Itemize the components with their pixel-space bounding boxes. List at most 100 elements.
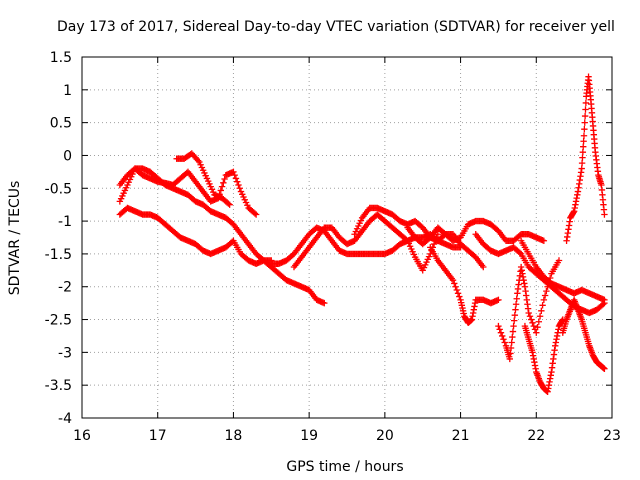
data-point [231,171,238,179]
data-point [581,126,588,133]
series-sat-d [116,204,275,267]
series-sat-a [116,165,260,218]
series-sat-h [404,217,548,248]
y-tick-label: 0.5 [50,116,72,132]
data-points [116,73,608,395]
data-point [544,283,551,290]
data-point [536,313,544,320]
data-point [495,296,502,304]
series-sat-l [521,316,566,395]
data-point [511,317,518,324]
data-point [578,159,586,167]
data-point [529,319,536,327]
data-point [220,179,227,187]
x-tick-label: 21 [452,428,470,444]
series-sat-f [290,211,442,274]
y-tick-label: 0 [63,148,72,164]
x-tick-label: 20 [376,428,394,444]
data-point [225,200,232,207]
data-point [540,237,548,244]
y-tick-label: -2 [58,280,72,296]
y-tick-label: -4 [58,411,72,427]
data-point [507,350,514,357]
data-point [235,181,242,189]
y-tick-label: -1 [58,214,72,230]
data-point [495,322,502,330]
data-point [581,112,589,120]
data-point [601,211,608,218]
data-point [525,309,532,317]
data-point [540,296,548,304]
y-tick-label: -3.5 [45,378,72,394]
data-point [579,154,586,161]
data-point [496,326,503,333]
series-sat-k [495,257,563,363]
data-point [543,287,550,295]
data-point [251,210,259,217]
data-point [512,301,520,308]
data-point [578,165,585,172]
series-sat-i [427,244,502,327]
data-point [555,257,563,264]
data-point [449,276,457,284]
y-tick-labels: -4 -3.5 -3 -2.5 -2 -1.5 -1 -0.5 0 0.5 1 1.5 [45,50,72,427]
data-point [509,333,516,341]
data-point [236,185,243,192]
data-point [538,307,545,314]
data-point [530,322,537,330]
data-point [510,322,517,330]
plot-frame [81,56,613,419]
axis-ticks [81,56,613,419]
y-tick-label: 1.5 [50,50,72,66]
data-point [539,302,546,309]
data-point [580,143,587,150]
y-tick-label: -0.5 [45,181,72,197]
data-point [252,211,260,218]
data-point [456,293,463,300]
data-point [451,280,458,287]
data-point [509,328,517,335]
data-point [507,344,515,352]
data-point [579,148,587,156]
x-tick-label: 22 [527,428,545,444]
data-point [601,296,608,304]
data-point [526,313,534,320]
series-sat-m [517,237,608,304]
data-point [512,306,519,313]
data-point [516,249,524,257]
data-point [234,178,241,185]
x-tick-label: 16 [73,428,91,444]
data-point [580,132,588,139]
y-tick-label: -3 [58,345,72,361]
data-point [403,236,410,243]
data-point [508,339,515,346]
data-point [232,175,240,182]
data-point [528,316,535,323]
x-tick-label: 17 [149,428,167,444]
data-point [217,187,225,194]
series-sat-b [173,150,233,208]
data-point [221,175,228,183]
series-sat-o [563,73,608,244]
data-point [581,119,588,126]
data-point [194,157,202,164]
y-tick-label: -1.5 [45,247,72,263]
x-tick-label: 23 [603,428,621,444]
data-point [218,183,226,190]
data-point [452,283,459,290]
data-point [497,329,505,336]
data-point [533,329,540,336]
data-point [513,295,520,302]
series-sat-n [559,296,608,372]
data-point [230,168,237,176]
data-point [511,311,519,319]
data-point [582,99,590,107]
y-tick-label: -2.5 [45,313,72,329]
data-point [506,355,513,363]
y-axis-label: SDTVAR / TECUs [7,181,23,296]
x-axis-label: GPS time / hours [286,459,403,475]
data-point [500,336,507,343]
data-point [501,339,508,346]
data-point [582,106,589,113]
